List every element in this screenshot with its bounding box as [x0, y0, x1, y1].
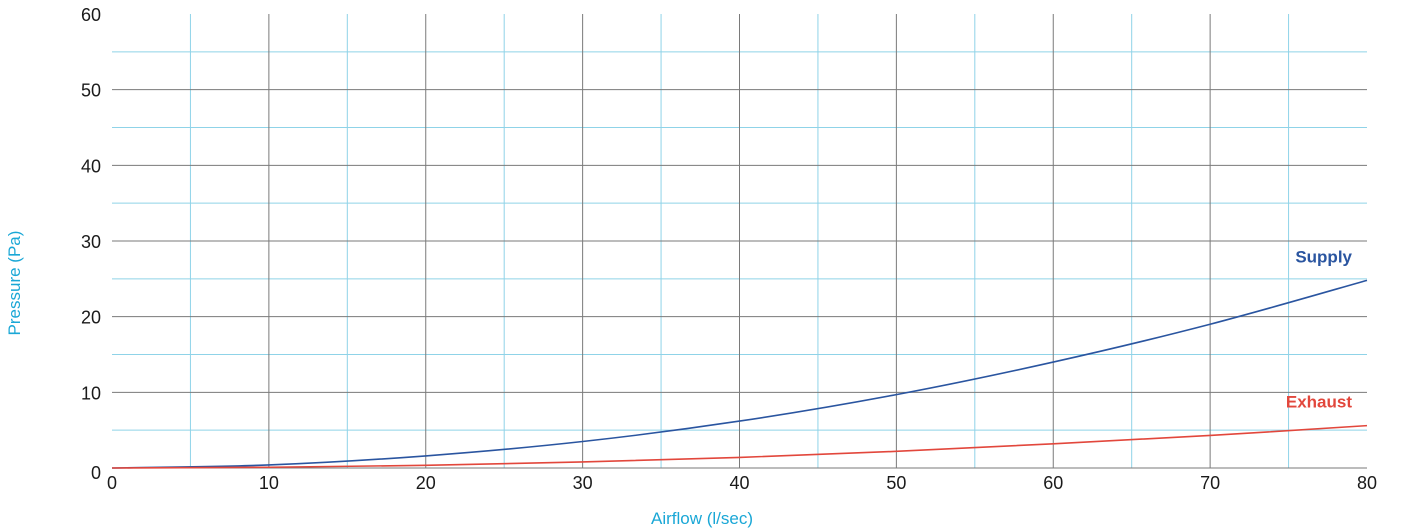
x-tick-label: 10	[259, 473, 279, 493]
x-tick-label: 80	[1357, 473, 1377, 493]
x-tick-label: 60	[1043, 473, 1063, 493]
y-tick-label: 60	[81, 5, 101, 25]
y-tick-label: 0	[91, 463, 101, 483]
series-lines	[111, 279, 1368, 469]
x-tick-label: 20	[416, 473, 436, 493]
y-tick-label: 10	[81, 383, 101, 403]
y-axis-title: Pressure (Pa)	[5, 231, 24, 336]
series-label-supply: Supply	[1295, 247, 1352, 266]
x-axis-title: Airflow (l/sec)	[651, 509, 753, 528]
y-tick-label: 50	[81, 81, 101, 101]
series-label-exhaust: Exhaust	[1286, 393, 1352, 412]
x-tick-label: 30	[573, 473, 593, 493]
series-labels: Supply Exhaust	[1286, 247, 1353, 411]
series-line-exhaust	[111, 424, 1368, 469]
x-tick-label: 70	[1200, 473, 1220, 493]
y-tick-label: 20	[81, 308, 101, 328]
y-tick-labels: 0 10 20 30 40 50 60	[81, 5, 101, 483]
x-tick-label: 50	[886, 473, 906, 493]
series-line-supply	[111, 279, 1368, 469]
x-tick-label: 40	[729, 473, 749, 493]
major-grid	[112, 14, 1367, 469]
x-tick-labels: 0 10 20 30 40 50 60 70 80	[107, 473, 1377, 493]
y-tick-label: 30	[81, 232, 101, 252]
y-tick-label: 40	[81, 156, 101, 176]
x-tick-label: 0	[107, 473, 117, 493]
